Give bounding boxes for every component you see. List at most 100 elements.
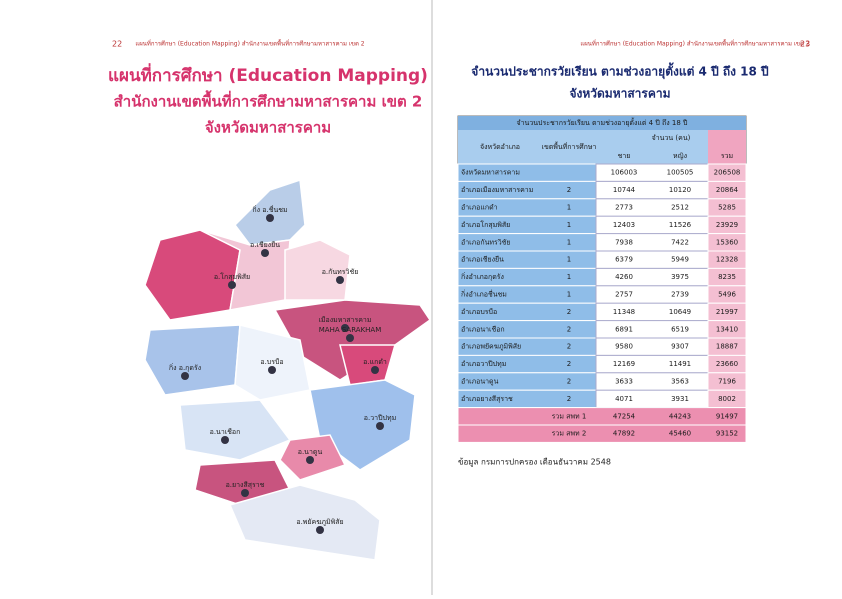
map-label: อ.กันทรวิชัย [322, 268, 359, 276]
table-cell: 4071 [615, 395, 633, 403]
map-label: กิ่ง อ.กุดรัง [169, 363, 201, 372]
table-cell: 7938 [615, 238, 633, 246]
table-cell: 100505 [667, 169, 694, 177]
row-bg [595, 250, 709, 269]
table-cell: 2 [567, 308, 571, 316]
map-marker [306, 456, 314, 464]
table-cell: 11491 [669, 360, 691, 368]
table-cell: 44243 [669, 412, 691, 420]
table-cell: 23660 [716, 360, 738, 368]
table-cell: อำเภอกันทรวิชัย [461, 238, 511, 246]
map-label: อ.โกสุมพิสัย [214, 272, 250, 281]
map-label: อ.แกดำ [363, 358, 387, 366]
table-cell: 9580 [615, 343, 633, 351]
table-cell: 8002 [718, 395, 736, 403]
table-cell: 2 [567, 325, 571, 333]
page-title: จังหวัดมหาสารคาม [205, 119, 331, 137]
table-cell: 3563 [671, 378, 689, 386]
map-label: อ.นาเชือก [210, 428, 241, 436]
header-bg [458, 130, 708, 164]
map-marker [341, 324, 349, 332]
table-cell: 1 [567, 256, 571, 264]
table-cell: อำเภอเมืองมหาสารคาม [461, 186, 533, 194]
map-marker [228, 281, 236, 289]
column-header: รวม [721, 152, 733, 160]
map-label: อ.บรบือ [260, 358, 283, 366]
map-label: เมืองมหาสารคาม [319, 316, 372, 324]
map-label: MAHA SARAKHAM [319, 326, 382, 334]
table-cell: 13410 [716, 325, 738, 333]
table-cell: 20864 [716, 186, 739, 194]
map-region [284, 239, 351, 301]
table-cell: อำเภอยางสีสุราช [461, 395, 513, 403]
map-region [144, 324, 241, 396]
table-cell: 10649 [669, 308, 691, 316]
column-header: จำนวน (คน) [652, 134, 691, 142]
map-label: อ.ยางสีสุราช [226, 481, 265, 489]
row-bg [595, 285, 709, 304]
map-label: อ.พยัคฆภูมิพิสัย [296, 518, 343, 526]
table-cell: 23929 [716, 221, 738, 229]
table-cell: อำเภอนาเชือก [461, 325, 505, 333]
table-cell: 10744 [613, 186, 636, 194]
caption-bg [458, 116, 746, 130]
map-label: อ.นาดูน [298, 448, 323, 456]
map-marker [266, 214, 274, 222]
total-label: รวม สพท 1 [552, 412, 587, 420]
table-cell: 2 [567, 395, 571, 403]
map-label: อ.วาปีปทุม [364, 414, 396, 422]
table-cell: 7422 [671, 238, 689, 246]
header-bg [708, 130, 746, 164]
table-cell: 91497 [716, 412, 738, 420]
table-cell: 93152 [716, 430, 738, 438]
table-cell: อำเภอบรบือ [461, 308, 497, 316]
table-cell: 3975 [671, 273, 689, 281]
table-cell: 9307 [671, 343, 689, 351]
table-cell: อำเภอโกสุมพิสัย [461, 220, 510, 229]
table-cell: 5285 [718, 204, 736, 212]
table-cell: อำเภอแกดำ [461, 204, 498, 212]
table-cell: 5496 [718, 291, 736, 299]
table-cell: 1 [567, 221, 571, 229]
table-cell: 2739 [671, 291, 689, 299]
map-marker [371, 366, 379, 374]
map-marker [336, 276, 344, 284]
table-title: จังหวัดมหาสารคาม [569, 87, 670, 101]
table-cell: 6891 [615, 325, 633, 333]
row-bg [595, 337, 709, 356]
column-header: จังหวัดอำเภอ [480, 143, 520, 151]
running-header: แผนที่การศึกษา (Education Mapping) สำนัก… [135, 38, 364, 48]
table-cell: อำเภอพยัคฆภูมิพิสัย [461, 343, 521, 351]
table-cell: 12328 [716, 256, 738, 264]
map-marker [241, 489, 249, 497]
table-cell: 11526 [669, 221, 692, 229]
page-title: แผนที่การศึกษา (Education Mapping) [108, 63, 428, 86]
map-marker [376, 422, 384, 430]
table-cell: อำเภอเชียงยืน [461, 256, 504, 264]
table-cell: 3633 [615, 378, 633, 386]
table-cell: 47254 [613, 412, 636, 420]
table-cell: 45460 [669, 430, 691, 438]
map-marker [316, 526, 324, 534]
table-cell: 1 [567, 273, 571, 281]
map-marker [346, 334, 354, 342]
map-marker [261, 249, 269, 257]
table-cell: 8235 [718, 273, 736, 281]
table-cell: อำเภอนาดูน [461, 378, 499, 386]
table-cell: 5949 [671, 256, 689, 264]
table-cell: 15360 [716, 238, 738, 246]
table-cell: 12169 [613, 360, 635, 368]
row-bg [595, 372, 709, 391]
table-cell: 2 [567, 360, 571, 368]
table-cell: 2512 [671, 204, 689, 212]
total-bg [457, 424, 747, 443]
map-label: กิ่ง อ.ชื่นชม [252, 205, 287, 214]
page-number: 23 [800, 40, 810, 49]
map-region [179, 399, 292, 461]
column-header: หญิง [673, 152, 687, 160]
table-cell: 2773 [615, 204, 633, 212]
table-cell: 6379 [615, 256, 633, 264]
source-note: ข้อมูล กรมการปกครอง เดือนธันวาคม 2548 [458, 458, 611, 468]
table-cell: กิ่งอำเภอกุดรัง [461, 272, 504, 281]
